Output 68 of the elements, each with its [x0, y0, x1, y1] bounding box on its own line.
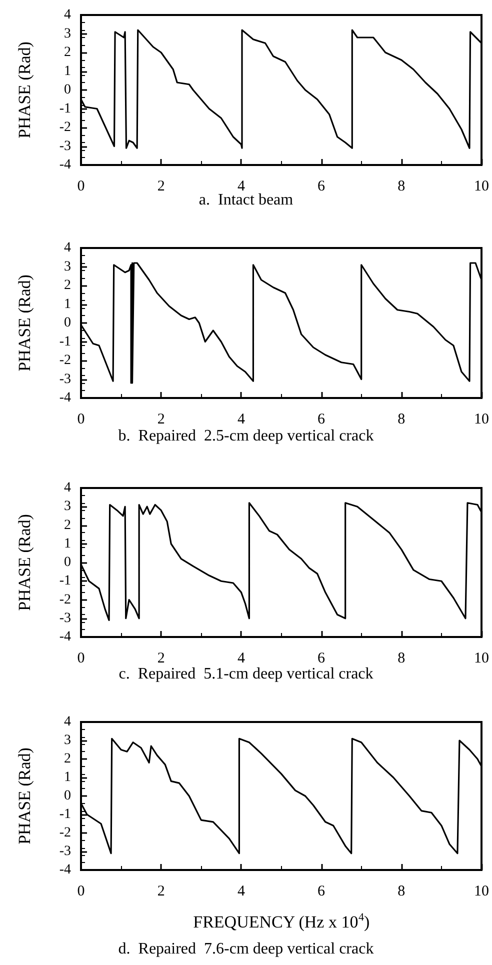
- text: b. Repaired 2.5-cm deep vertical crack: [118, 428, 374, 444]
- y-tick-label: -2: [59, 353, 71, 368]
- y-tick-label: 4: [64, 8, 71, 22]
- x-tick-label: 2: [157, 884, 165, 900]
- y-tick-label: -1: [59, 574, 71, 589]
- x-tick-label: 8: [398, 412, 406, 428]
- x-tick-label: 4: [237, 178, 246, 194]
- y-tick-label: 3: [64, 733, 71, 748]
- x-tick-label: 0: [77, 178, 85, 194]
- y-tick-label: 0: [64, 788, 71, 804]
- x-tick-label: 4: [237, 884, 246, 900]
- y-tick-label: 3: [64, 259, 71, 274]
- x-tick-label: 8: [398, 650, 406, 666]
- y-tick-label: -2: [59, 826, 71, 840]
- y-tick-label: 3: [64, 26, 71, 42]
- x-tick-label: 8: [398, 884, 406, 900]
- x-tick-label: 4: [237, 412, 246, 428]
- x-tick-label: 2: [157, 412, 165, 428]
- y-tick-label: 0: [64, 82, 71, 98]
- y-axis-title: PHASE (Rad): [15, 748, 34, 844]
- y-tick-label: 2: [64, 518, 71, 533]
- y-axis-title: PHASE (Rad): [15, 514, 34, 611]
- y-tick-label: 1: [64, 536, 71, 552]
- y-tick-label: 2: [64, 278, 71, 293]
- y-tick-label: -3: [59, 372, 71, 387]
- y-tick-label: 4: [64, 240, 71, 256]
- y-tick-label: 1: [64, 770, 71, 785]
- y-axis-title: PHASE (Rad): [15, 274, 34, 372]
- x-tick-label: 10: [474, 650, 489, 666]
- y-tick-label: -1: [59, 807, 71, 822]
- x-tick-label: 10: [474, 178, 489, 194]
- x-tick-label: 8: [398, 178, 406, 194]
- x-tick-label: 6: [318, 650, 326, 666]
- text: d. Repaired 7.6-cm deep vertical crack: [118, 940, 374, 958]
- y-tick-label: -4: [59, 158, 71, 172]
- x-tick-label: 2: [157, 650, 165, 666]
- x-tick-label: 4: [237, 650, 246, 666]
- y-tick-label: -4: [59, 630, 71, 644]
- y-tick-label: 2: [64, 45, 71, 60]
- y-tick-label: 3: [64, 499, 71, 514]
- y-tick-label: -3: [59, 844, 71, 859]
- x-tick-label: 0: [77, 650, 85, 666]
- y-tick-label: -1: [59, 334, 71, 350]
- y-tick-label: 0: [64, 316, 71, 330]
- x-tick-label: 0: [77, 412, 85, 428]
- x-tick-label: 6: [318, 412, 326, 428]
- y-tick-label: -4: [59, 862, 71, 878]
- y-tick-label: 1: [64, 64, 71, 79]
- y-axis-title: PHASE (Rad): [15, 42, 34, 138]
- y-tick-label: -2: [59, 592, 71, 608]
- y-tick-label: -1: [59, 101, 71, 116]
- y-tick-label: -3: [59, 610, 71, 626]
- y-tick-label: -4: [59, 390, 71, 406]
- y-tick-label: -3: [59, 138, 71, 154]
- y-tick-label: 4: [64, 480, 71, 496]
- x-tick-label: 10: [474, 884, 489, 900]
- y-tick-label: 1: [64, 296, 71, 312]
- y-tick-label: 4: [64, 714, 71, 730]
- y-tick-label: -2: [59, 120, 71, 135]
- x-tick-label: 6: [318, 884, 326, 900]
- y-tick-label: 2: [64, 752, 71, 766]
- x-tick-label: 6: [318, 178, 326, 194]
- x-tick-label: 2: [157, 178, 165, 194]
- x-tick-label: 0: [77, 884, 85, 900]
- y-tick-label: 0: [64, 555, 71, 570]
- text: c. Repaired 5.1-cm deep vertical crack: [118, 666, 374, 682]
- text: a. Intact beam: [198, 192, 294, 208]
- x-tick-label: 10: [474, 412, 489, 428]
